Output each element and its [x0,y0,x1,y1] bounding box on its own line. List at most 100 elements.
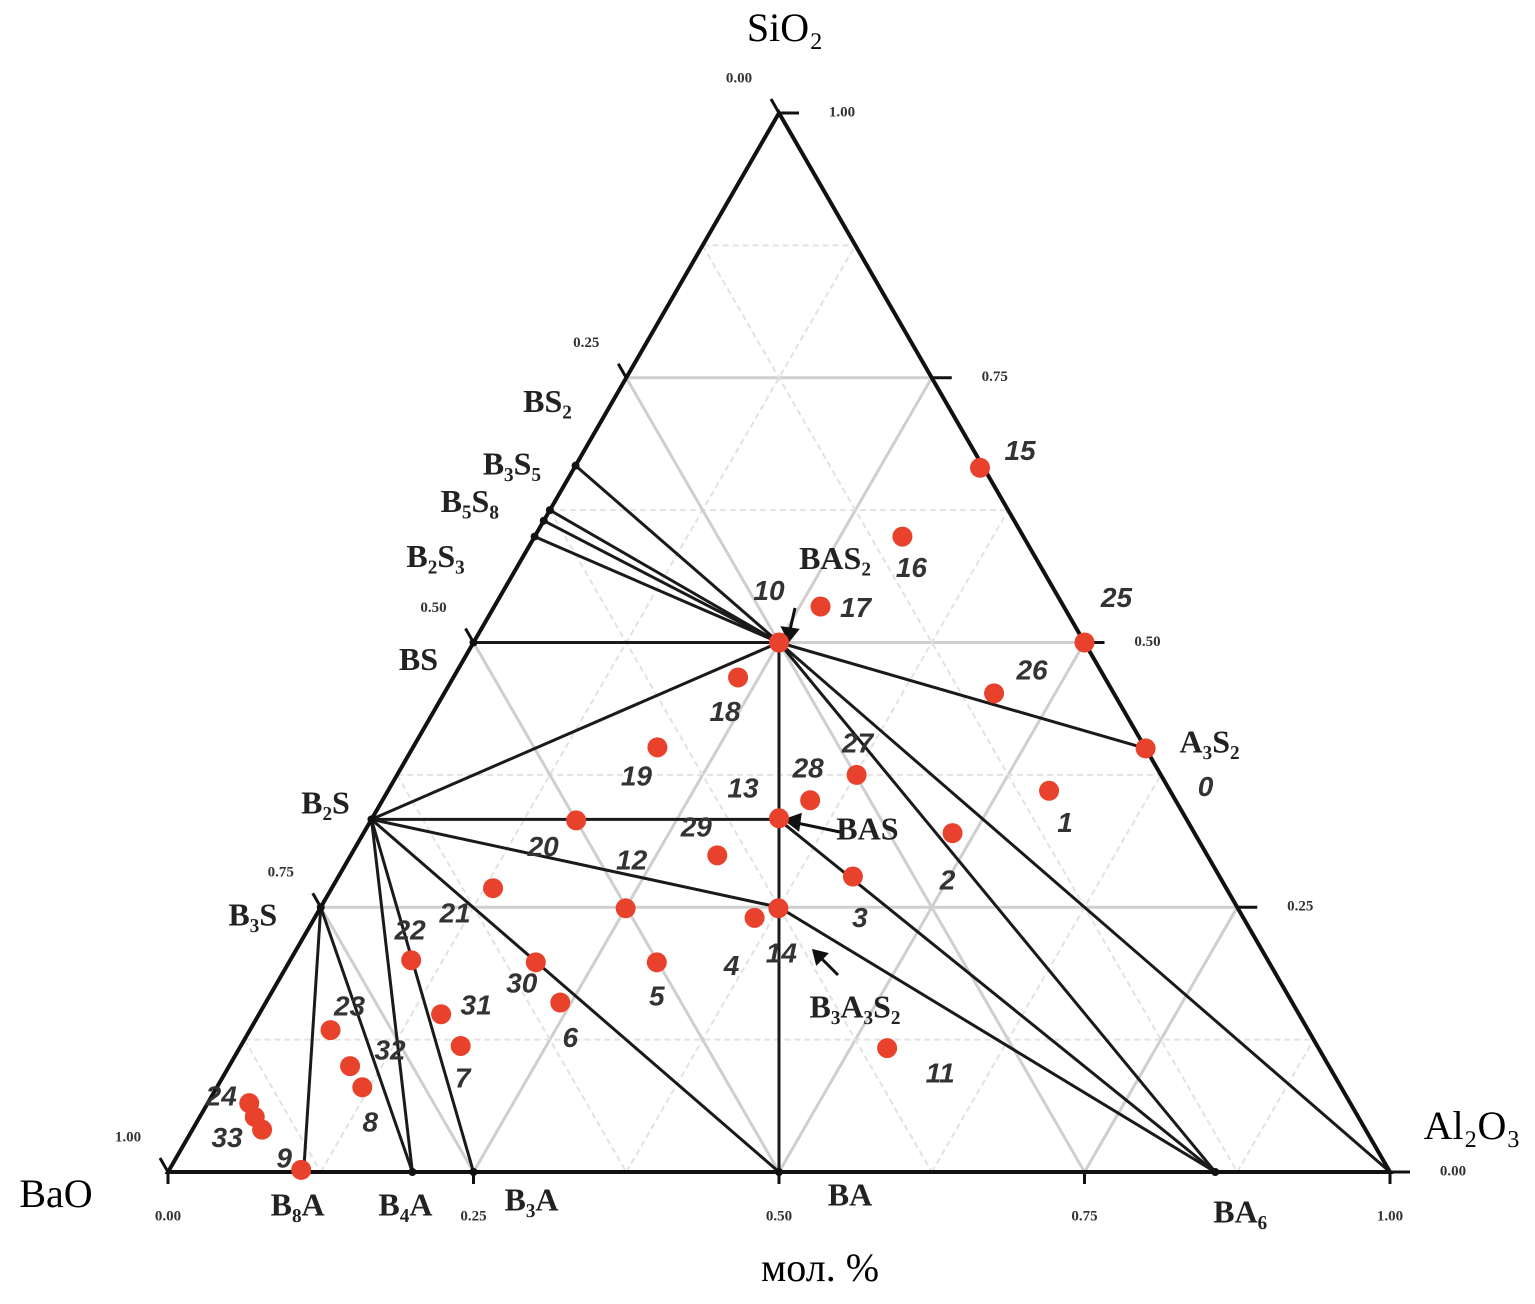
data-point [877,1038,898,1059]
data-point [646,952,667,973]
right-tick-label: 0.75 [982,369,1008,385]
tick-mark [158,1157,170,1173]
compound-point [469,638,478,647]
data-point [525,952,546,973]
point-label: 20 [527,831,560,862]
compound-label: BS [399,641,438,677]
tie-line [319,906,414,1173]
axis-label: мол. % [761,1245,879,1290]
tie-line [543,519,780,644]
compound-point [539,516,548,525]
minor-grid-line [243,1039,322,1173]
data-point [483,878,504,899]
compound-point [1211,1168,1220,1176]
bottom-tick-label: 0.25 [460,1208,486,1224]
data-point [320,1020,341,1041]
data-point [1135,738,1156,759]
grid-line [1083,906,1239,1173]
data-point [846,764,867,785]
data-point [550,992,571,1013]
point-label: 1 [1057,807,1073,838]
point-label: 21 [438,898,470,929]
arrows [780,607,841,977]
data-point [970,457,991,478]
tie-line [371,817,780,909]
tie-line [370,818,780,1174]
point-label: 14 [766,938,798,969]
point-label: 17 [840,592,873,623]
left-tick-label: 0.75 [268,865,294,881]
minor-grid-line [549,509,933,1173]
compound-point [367,815,376,824]
compound-label: B₂S [301,785,350,821]
left-tick-label: 0.00 [726,70,752,86]
tie-line [777,641,1217,1173]
point-label: 7 [455,1062,472,1093]
data-point [401,950,422,971]
point-label: 26 [1015,655,1048,686]
point-label: 31 [461,990,492,1021]
compound-label: A₃S₂ [1180,724,1240,760]
data-point [942,823,963,844]
compound-label: B₂S₃ [406,538,464,574]
bottom-tick-label: 1.00 [1377,1208,1403,1224]
point-label: 25 [1100,582,1133,613]
data-point [728,667,749,688]
point-label: 29 [680,812,713,843]
data-point [984,683,1005,704]
left-tick-label: 1.00 [115,1129,141,1145]
compound-point [571,461,580,470]
point-label: 18 [709,696,741,727]
data-point [842,866,863,887]
bottom-tick-label: 0.50 [766,1208,792,1224]
point-label: 10 [753,575,785,606]
arrow-head [782,812,802,832]
tie-line [369,819,414,1173]
compound-point [545,506,554,515]
compound-label: B₃S [228,897,277,933]
tie-line [778,905,1217,1174]
data-point [810,596,831,617]
compound-label: B₃A [504,1181,558,1217]
point-label: 2 [939,865,956,896]
compound-label: BA₆ [1213,1193,1267,1229]
point-label: 23 [333,990,366,1021]
compound-label: BS₂ [523,383,572,419]
data-point [1074,632,1095,653]
compound-label: B₃A₃S₂ [809,989,900,1025]
data-point [340,1056,361,1077]
point-label: 30 [506,968,538,999]
point-label: 8 [363,1107,379,1138]
data-point [647,737,668,758]
vertex-right: Al₂O₃ [1424,1103,1521,1148]
point-label: 24 [205,1081,238,1112]
minor-grid-line [930,774,1162,1173]
minor-grid-line [396,774,628,1173]
minor-grid-line [701,244,1239,1173]
data-point [744,907,765,928]
compound-label: BAS [836,811,898,847]
arrow-head [780,626,800,643]
data-point [800,790,821,811]
tie-line [778,641,1147,750]
point-label: 33 [212,1122,244,1153]
point-label: 5 [649,981,665,1012]
arrow [788,607,797,631]
data-point [352,1077,373,1098]
tick-mark [616,363,628,379]
point-label: 3 [852,902,868,933]
point-label: 22 [394,915,427,946]
data-point [431,1004,452,1025]
vertex-left: BaO [19,1171,92,1216]
left-tick-label: 0.50 [420,600,446,616]
point-label: 16 [896,552,928,583]
right-tick-label: 0.25 [1287,899,1313,915]
compound-point [469,1168,478,1176]
arrow-head [811,948,829,966]
compound-label: B₅S₈ [441,483,499,519]
data-point [252,1119,273,1140]
compound-point [316,903,325,912]
